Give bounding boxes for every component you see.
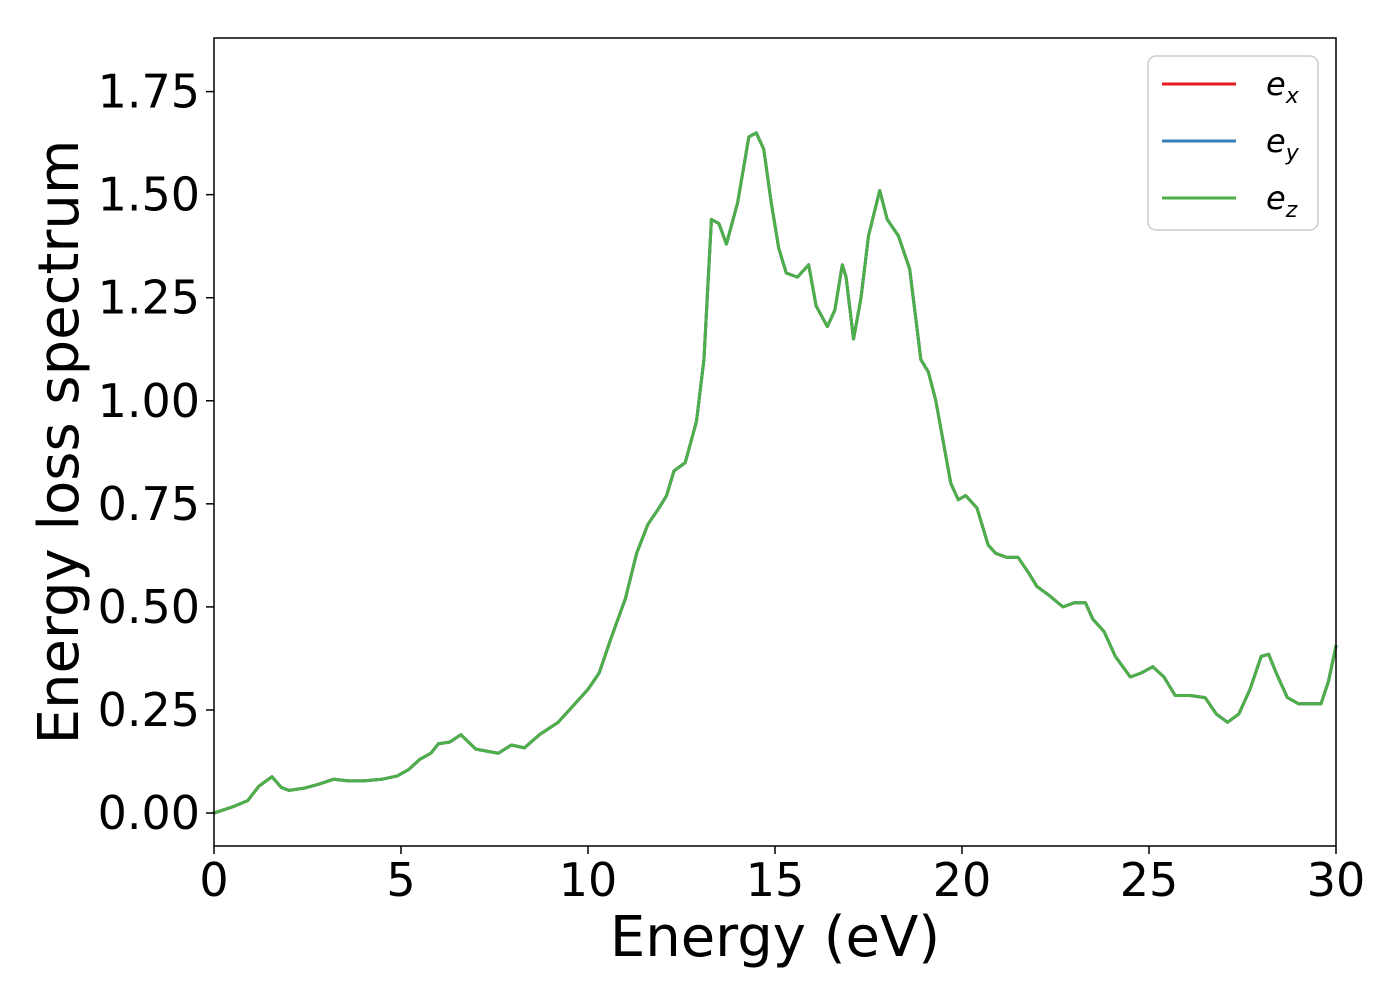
legend-label-subscript: z [1285,198,1298,223]
legend-label-y: ey [1266,122,1300,166]
x-axis-label: Energy (eV) [610,905,940,970]
x-axis-ticks: 0 5 10 15 20 25 30 [199,846,1365,907]
x-tick-label: 0 [199,853,228,907]
series-layer [212,131,1338,815]
y-tick-label: 1.00 [98,374,200,428]
x-tick-label: 15 [746,853,805,907]
legend-label-x: ex [1266,65,1300,109]
legend-box [1147,55,1319,231]
y-tick-label: 0.75 [98,477,200,531]
y-tick-label: 0.50 [98,580,200,634]
y-axis-ticks: 0.00 0.25 0.50 0.75 1.00 1.25 1.50 1.75 [98,65,214,840]
y-tick-label: 1.50 [98,168,200,222]
x-tick-label: 5 [386,853,415,907]
series-line-z [212,131,1338,815]
legend-label-base: e [1266,122,1286,160]
x-tick-label: 25 [1120,853,1179,907]
x-tick-label: 30 [1307,853,1366,907]
legend-label-subscript: y [1285,141,1300,166]
legend-label-base: e [1266,65,1286,103]
x-tick-label: 20 [933,853,992,907]
y-tick-label: 0.00 [98,786,200,840]
y-axis-label: Energy loss spectrum [27,140,92,745]
y-tick-label: 1.25 [98,271,200,325]
y-tick-label: 1.75 [98,65,200,119]
y-tick-label: 0.25 [98,683,200,737]
legend-label-base: e [1266,179,1286,217]
legend-label-z: ez [1266,179,1298,223]
x-tick-label: 10 [559,853,618,907]
legend-label-subscript: x [1285,84,1300,109]
